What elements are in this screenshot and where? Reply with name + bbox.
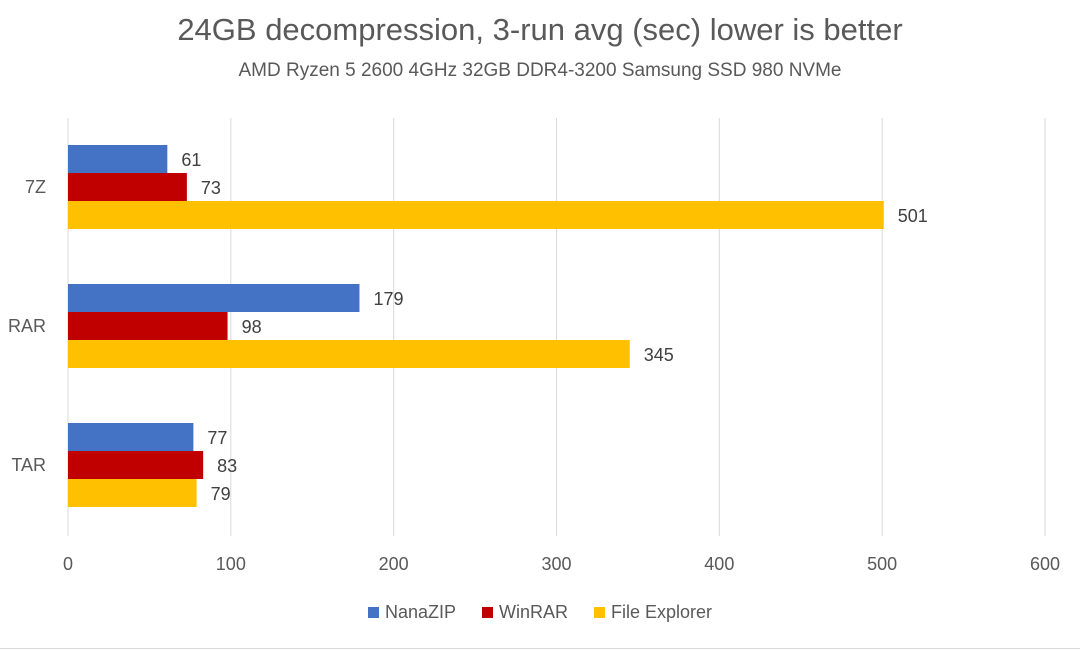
legend-label-winrar: WinRAR — [499, 602, 569, 622]
data-label-rar-file-explorer: 345 — [644, 345, 674, 365]
bar-7z-winrar — [68, 173, 187, 201]
legend-item-file-explorer: File Explorer — [594, 602, 712, 623]
bar-tar-file-explorer — [68, 479, 197, 507]
x-tick-label-100: 100 — [216, 554, 246, 574]
legend-item-nanazip: NanaZIP — [367, 602, 456, 623]
chart-title: 24GB decompression, 3-run avg (sec) lowe… — [177, 12, 903, 47]
legend-swatch-nanazip — [367, 607, 379, 618]
data-label-7z-winrar: 73 — [201, 178, 221, 198]
bar-7z-file-explorer — [68, 201, 884, 229]
legend-item-winrar: WinRAR — [482, 602, 568, 623]
bottom-divider — [0, 648, 1080, 649]
category-label-7z: 7Z — [25, 177, 46, 197]
data-label-rar-nanazip: 179 — [373, 289, 403, 309]
bar-7z-nanazip — [68, 145, 168, 173]
legend-label-file-explorer: File Explorer — [611, 602, 713, 622]
category-label-rar: RAR — [8, 316, 46, 336]
legend-swatch-file-explorer — [594, 607, 606, 618]
bar-tar-winrar — [68, 451, 204, 479]
legend: NanaZIP WinRAR File Explorer — [0, 602, 1080, 623]
bar-tar-nanazip — [68, 423, 194, 451]
x-tick-label-500: 500 — [867, 554, 897, 574]
data-label-tar-nanazip: 77 — [207, 428, 227, 448]
data-label-7z-file-explorer: 501 — [898, 206, 928, 226]
data-label-rar-winrar: 98 — [242, 317, 262, 337]
category-label-tar: TAR — [11, 455, 46, 475]
legend-swatch-winrar — [482, 607, 493, 618]
x-tick-label-0: 0 — [63, 554, 73, 574]
x-tick-label-600: 600 — [1030, 554, 1060, 574]
bar-rar-nanazip — [68, 284, 360, 312]
x-tick-label-200: 200 — [379, 554, 409, 574]
legend-label-nanazip: NanaZIP — [384, 602, 456, 622]
x-tick-label-400: 400 — [704, 554, 734, 574]
data-label-7z-nanazip: 61 — [181, 150, 201, 170]
data-label-tar-file-explorer: 79 — [211, 484, 231, 504]
chart-subtitle: AMD Ryzen 5 2600 4GHz 32GB DDR4-3200 Sam… — [238, 60, 842, 81]
x-tick-label-300: 300 — [541, 554, 571, 574]
bar-rar-file-explorer — [68, 340, 630, 368]
bar-rar-winrar — [68, 312, 228, 340]
data-label-tar-winrar: 83 — [217, 456, 237, 476]
